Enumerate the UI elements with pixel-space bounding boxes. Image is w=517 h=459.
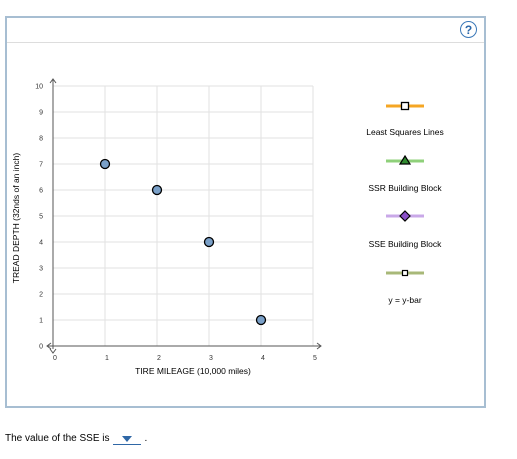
- data-point: [151, 184, 163, 196]
- data-point: [203, 236, 215, 248]
- x-tick-label: 0: [53, 355, 57, 362]
- x-tick-label: 1: [105, 355, 109, 362]
- legend-label: y = y-bar: [388, 295, 421, 305]
- chevron-down-icon: [121, 436, 132, 442]
- data-point: [255, 314, 267, 326]
- x-tick-label: 5: [313, 355, 317, 362]
- y-axis-arrow-bottom: [49, 348, 57, 354]
- question-text: The value of the SSE is: [5, 433, 110, 444]
- y-tick-label: 7: [39, 162, 43, 169]
- help-button[interactable]: ?: [460, 21, 477, 38]
- y-tick-label: 9: [39, 110, 43, 117]
- legend-label: Least Squares Lines: [366, 127, 444, 137]
- help-icon: ?: [464, 22, 473, 37]
- y-tick-label: 5: [39, 214, 43, 221]
- legend-item: SSR Building Block: [368, 154, 442, 193]
- y-tick-label: 0: [39, 344, 43, 351]
- square-marker-icon: [401, 269, 409, 277]
- legend-label: SSR Building Block: [368, 183, 442, 193]
- legend-item: y = y-bar: [386, 269, 424, 305]
- y-axis-title: TREAD DEPTH (32nds of an inch): [11, 153, 21, 284]
- x-tick-label: 3: [209, 355, 213, 362]
- question-period: .: [144, 433, 148, 444]
- data-point: [99, 158, 111, 170]
- legend-item: SSE Building Block: [369, 210, 443, 249]
- question-footer: The value of the SSE is .: [5, 432, 147, 445]
- x-axis-title: TIRE MILEAGE (10,000 miles): [135, 366, 251, 376]
- triangle-marker-icon: [398, 154, 412, 165]
- legend-item: Least Squares Lines: [366, 101, 444, 137]
- y-tick-label: 3: [39, 266, 43, 273]
- diamond-marker-icon: [399, 210, 411, 222]
- graph-panel-header: [7, 18, 484, 43]
- y-tick-label: 10: [35, 84, 43, 91]
- legend-label: SSE Building Block: [369, 239, 443, 249]
- y-tick-label: 4: [39, 240, 43, 247]
- y-tick-label: 2: [39, 292, 43, 299]
- x-tick-label: 2: [157, 355, 161, 362]
- x-tick-label: 4: [261, 355, 265, 362]
- x-axis-arrow: [316, 342, 322, 350]
- square-marker-icon: [400, 101, 410, 111]
- sse-dropdown[interactable]: [112, 432, 141, 445]
- y-tick-label: 6: [39, 188, 43, 195]
- y-axis-arrow: [49, 78, 57, 84]
- y-tick-label: 8: [39, 136, 43, 143]
- scatter-chart: 0 1 2 3 4 5 6 7 8 9 10 0 1 2 3 4 5 TIRE MILEAGE (10,000 m…: [11, 78, 444, 376]
- x-axis-arrow-left: [46, 342, 52, 350]
- y-tick-label: 1: [39, 318, 43, 325]
